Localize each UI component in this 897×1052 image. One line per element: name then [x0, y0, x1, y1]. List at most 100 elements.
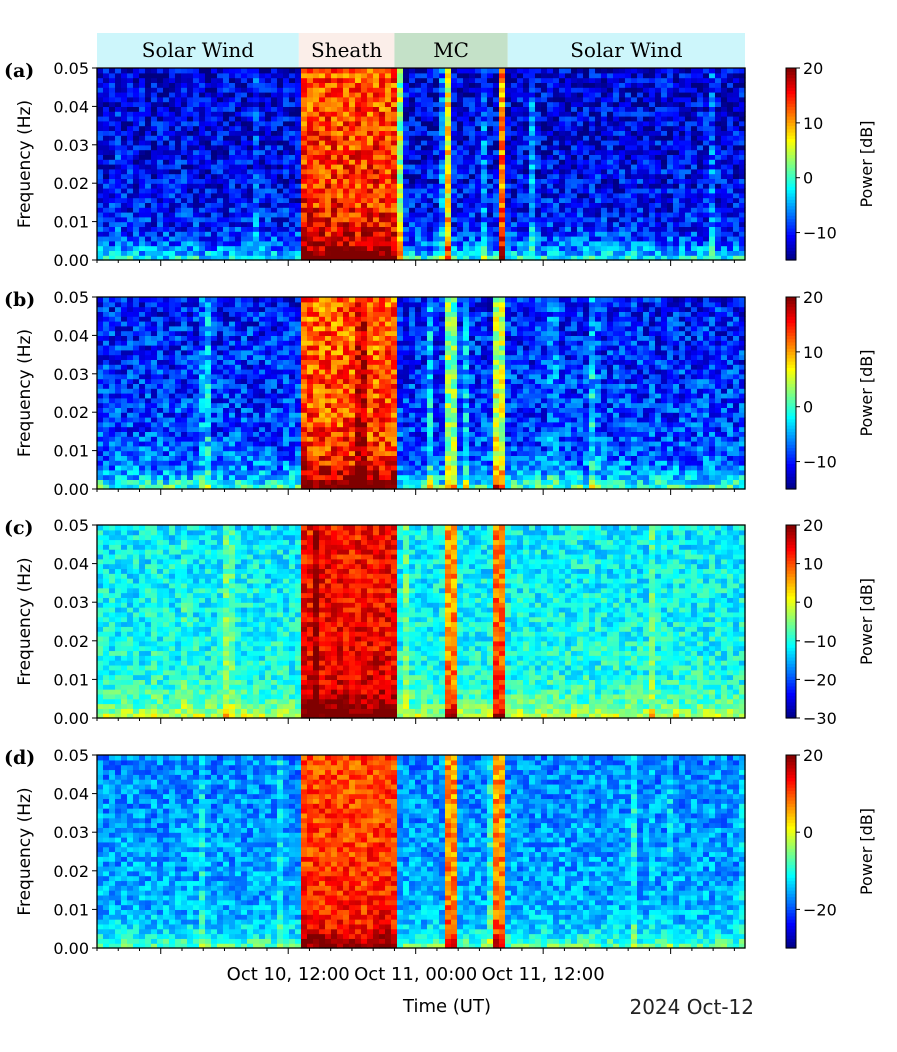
y-tick-label: 0.03 [53, 136, 89, 155]
colorbar-label: Power [dB] [857, 120, 876, 207]
heatmap-cell [277, 183, 284, 189]
heatmap-cell [529, 188, 536, 194]
heatmap-cell [733, 240, 740, 247]
heatmap-cell [583, 135, 590, 141]
heatmap-cell [319, 101, 326, 107]
heatmap-cell [289, 245, 296, 251]
heatmap-cell [571, 149, 578, 155]
heatmap-cell [325, 149, 332, 155]
heatmap-cell [727, 250, 734, 256]
heatmap-cell [343, 92, 350, 98]
heatmap-cell [685, 202, 692, 208]
heatmap-cell [163, 465, 170, 471]
heatmap-cell [427, 72, 434, 79]
heatmap-cell [199, 245, 206, 251]
heatmap-cell [151, 207, 158, 213]
heatmap-cell [679, 87, 686, 93]
heatmap-cell [115, 159, 122, 165]
heatmap-cell [499, 216, 506, 223]
heatmap-cell [259, 77, 266, 83]
heatmap-cell [655, 226, 662, 232]
heatmap-cell [469, 236, 476, 242]
heatmap-cell [601, 197, 608, 203]
heatmap-cell [265, 192, 272, 199]
heatmap-cell [115, 345, 122, 351]
heatmap-cell [673, 164, 680, 170]
heatmap-cell [151, 231, 158, 237]
heatmap-cell [673, 178, 680, 184]
heatmap-cell [181, 250, 188, 256]
heatmap-cell [481, 149, 488, 155]
heatmap-cell [187, 135, 194, 141]
heatmap-cell [217, 140, 224, 146]
heatmap-cell [157, 421, 164, 428]
heatmap-cell [235, 68, 242, 74]
heatmap-cell [361, 216, 368, 223]
heatmap-cell [517, 197, 524, 203]
heatmap-cell [187, 164, 194, 170]
heatmap-cell [499, 140, 506, 146]
heatmap-cell [115, 316, 122, 322]
heatmap-cell [499, 72, 506, 79]
heatmap-cell [703, 216, 710, 223]
heatmap-cell [421, 92, 428, 98]
heatmap-cell [619, 192, 626, 199]
heatmap-cell [151, 240, 158, 247]
heatmap-cell [199, 240, 206, 247]
heatmap-cell [229, 212, 236, 218]
heatmap-cell [667, 154, 674, 160]
heatmap-cell [409, 120, 416, 127]
heatmap-cell [283, 212, 290, 218]
heatmap-cell [181, 255, 188, 261]
heatmap-cell [343, 164, 350, 170]
heatmap-cell [127, 173, 134, 179]
heatmap-cell [169, 173, 176, 179]
heatmap-cell [679, 120, 686, 127]
heatmap-cell [259, 149, 266, 155]
heatmap-cell [325, 192, 332, 199]
heatmap-cell [577, 140, 584, 146]
heatmap-cell [181, 231, 188, 237]
heatmap-cell [637, 212, 644, 218]
heatmap-cell [631, 120, 638, 127]
heatmap-cell [547, 96, 554, 103]
heatmap-cell [103, 255, 110, 261]
heatmap-cell [541, 231, 548, 237]
heatmap-cell [445, 212, 452, 218]
heatmap-cell [643, 212, 650, 218]
heatmap-cell [211, 116, 218, 122]
heatmap-cell [259, 159, 266, 165]
heatmap-cell [115, 383, 122, 389]
heatmap-cell [265, 68, 272, 74]
heatmap-cell [427, 125, 434, 131]
heatmap-cell [133, 130, 140, 136]
heatmap-cell [373, 183, 380, 189]
heatmap-cell [649, 106, 656, 112]
heatmap-cell [163, 402, 170, 408]
heatmap-cell [559, 130, 566, 136]
heatmap-cell [121, 369, 128, 375]
heatmap-cell [301, 168, 308, 175]
heatmap-cell [643, 183, 650, 189]
heatmap-cell [589, 168, 596, 175]
heatmap-cell [319, 164, 326, 170]
heatmap-cell [481, 240, 488, 247]
heatmap-cell [577, 207, 584, 213]
heatmap-cell [385, 120, 392, 127]
heatmap-cell [187, 130, 194, 136]
heatmap-cell [625, 197, 632, 203]
heatmap-cell [271, 183, 278, 189]
heatmap-cell [649, 231, 656, 237]
heatmap-cell [577, 197, 584, 203]
heatmap-cell [169, 202, 176, 208]
heatmap-cell [595, 245, 602, 251]
heatmap-cell [223, 144, 230, 151]
heatmap-cell [631, 245, 638, 251]
heatmap-cell [595, 77, 602, 83]
heatmap-cell [163, 144, 170, 151]
heatmap-cell [385, 101, 392, 107]
heatmap-cell [349, 111, 356, 117]
heatmap-cell [493, 183, 500, 189]
heatmap-cell [169, 77, 176, 83]
heatmap-cell [229, 140, 236, 146]
